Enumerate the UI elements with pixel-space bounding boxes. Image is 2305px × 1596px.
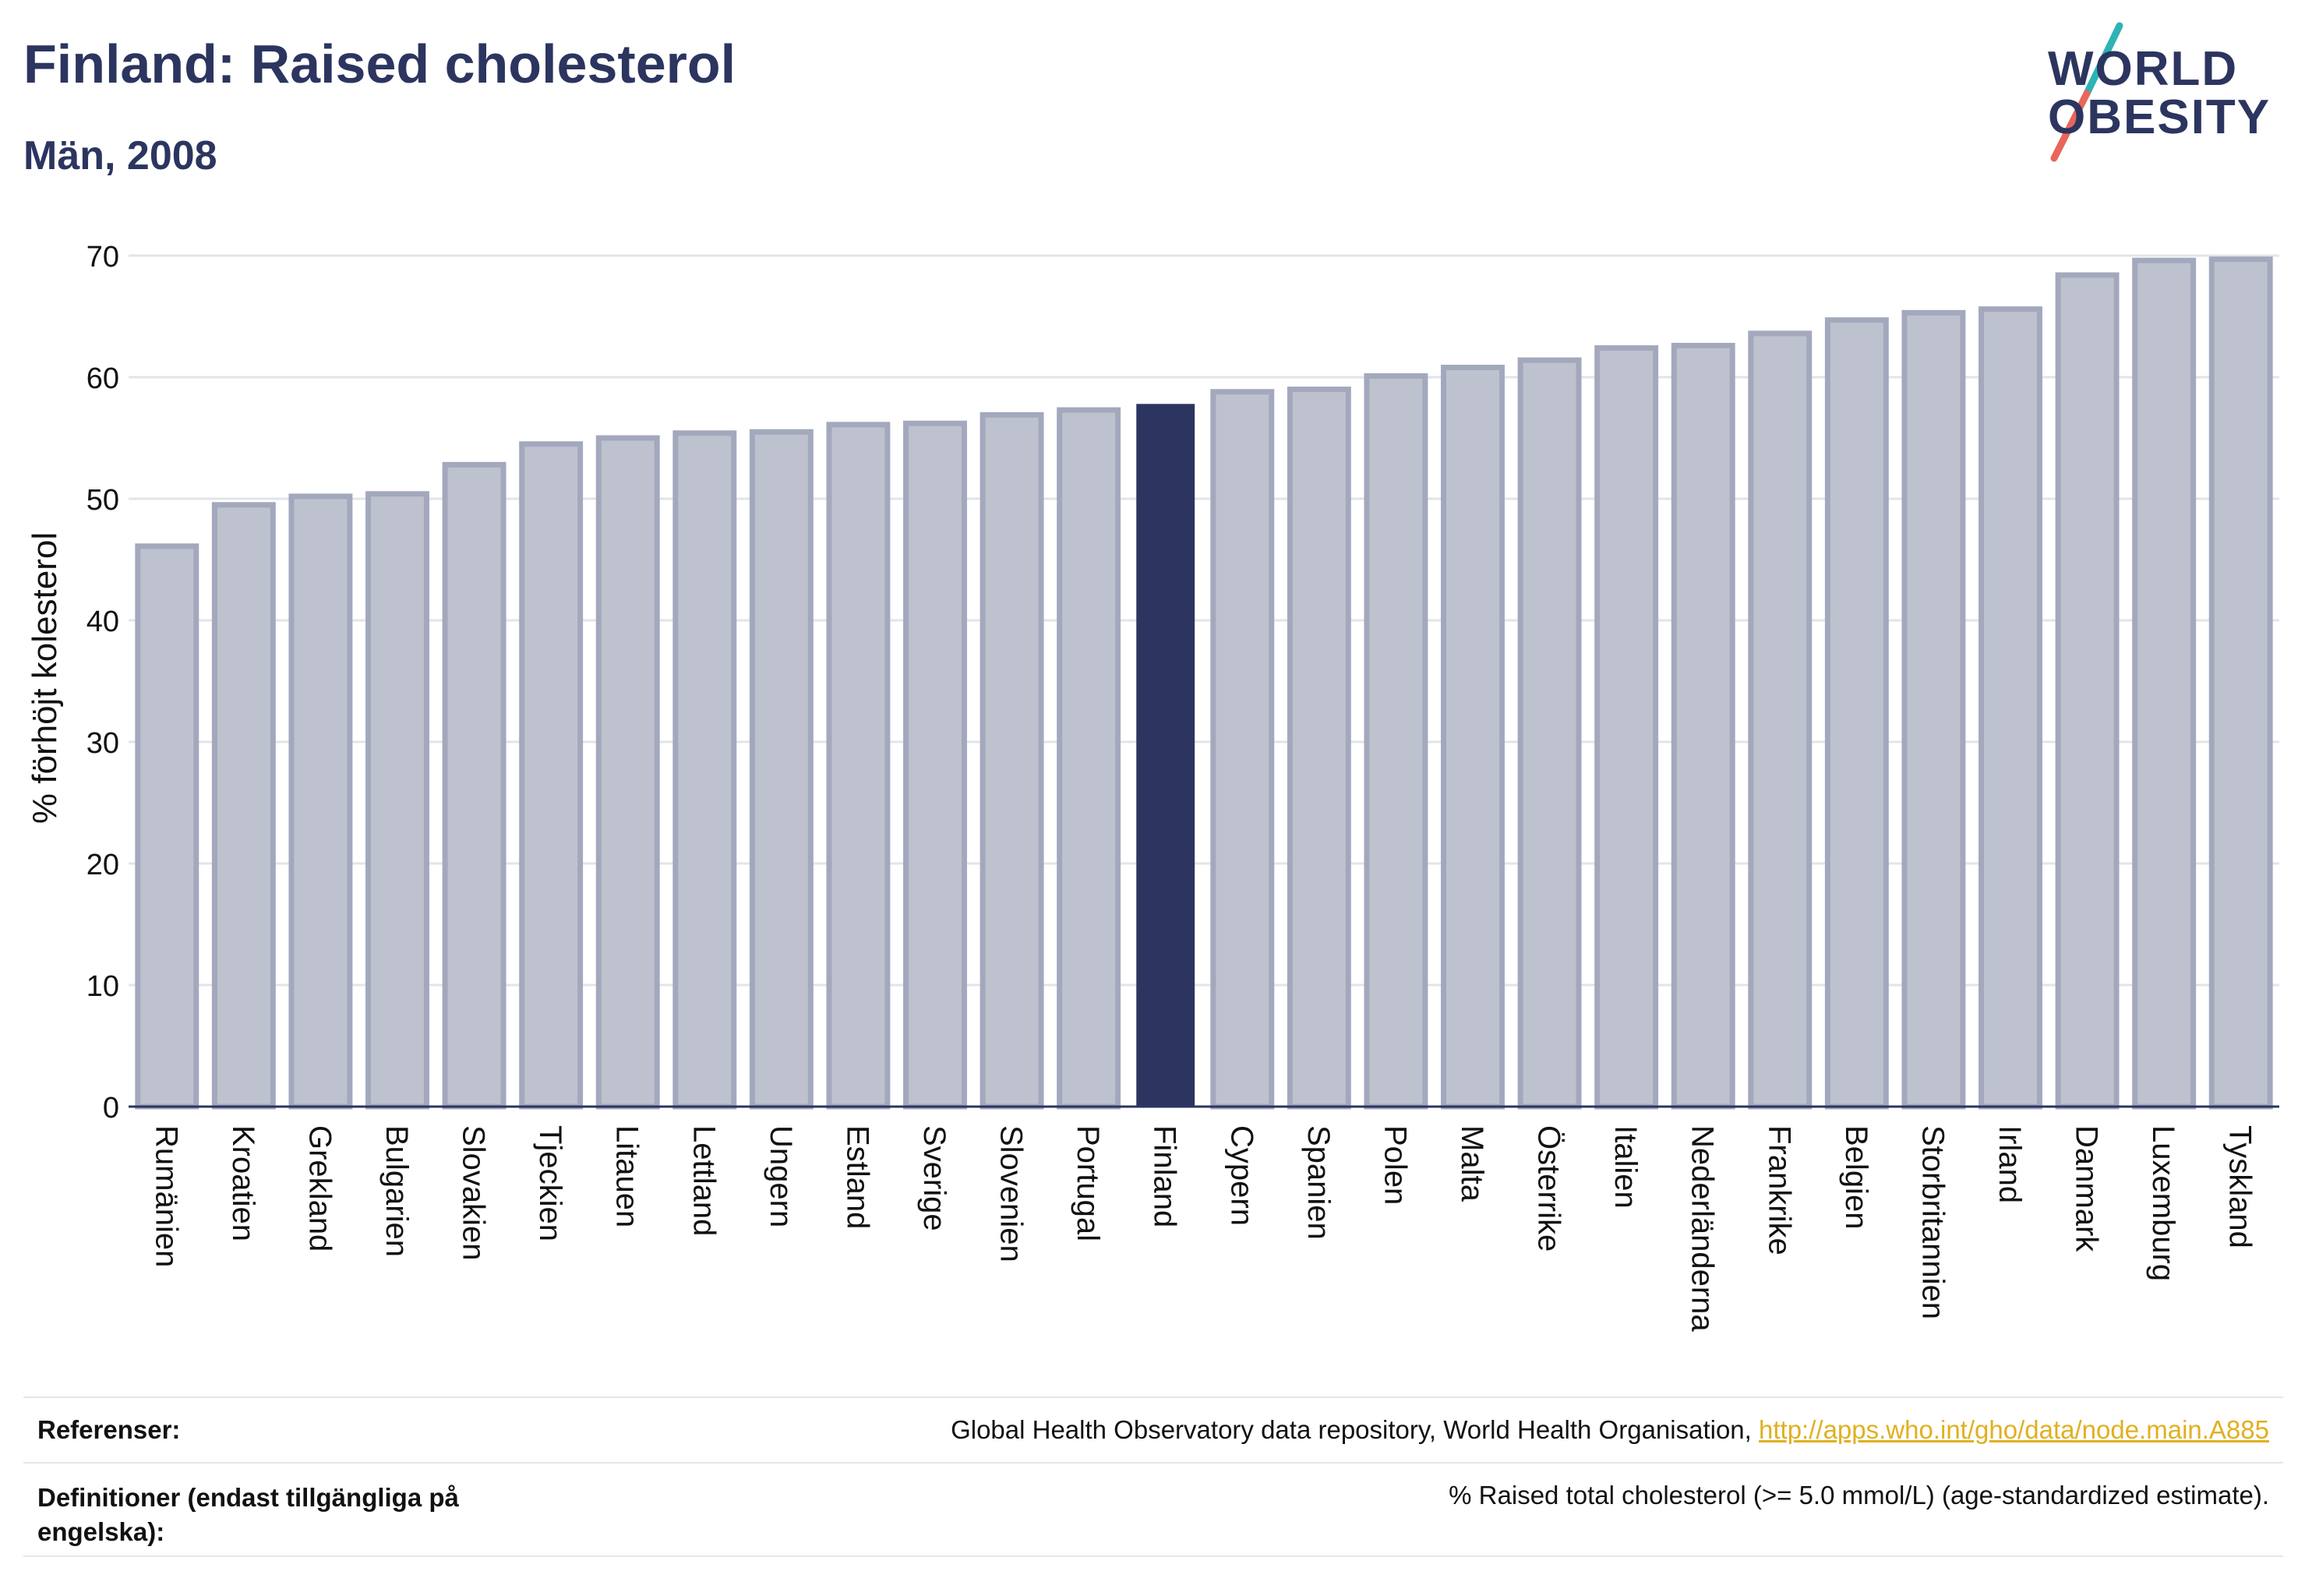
- chart-title: Finland: Raised cholesterol: [23, 34, 736, 94]
- x-tick-label: Grekland: [302, 1125, 337, 1252]
- definitions-label: Definitioner (endast tillgängliga på eng…: [37, 1483, 459, 1546]
- x-tick-label: Bulgarien: [379, 1125, 414, 1257]
- x-tick-label: Tyskland: [2223, 1125, 2257, 1248]
- x-tick-label: Tjeckien: [533, 1125, 567, 1241]
- x-tick-label: Lettland: [687, 1125, 721, 1236]
- bar: [2132, 257, 2197, 1110]
- x-tick-label: Rumänien: [149, 1125, 183, 1267]
- bar: [672, 430, 737, 1110]
- bar: [1057, 407, 1121, 1110]
- bar: [1824, 317, 1889, 1110]
- y-tick-label: 20: [86, 849, 119, 881]
- bar: [365, 491, 429, 1110]
- bar: [519, 441, 584, 1110]
- bar: [1517, 357, 1582, 1110]
- bar: [2208, 256, 2273, 1110]
- x-tick-label: Cypern: [1224, 1125, 1258, 1226]
- references-table: Referenser: Global Health Observatory da…: [23, 1396, 2283, 1557]
- bar: [826, 422, 891, 1110]
- references-text: Global Health Observatory data repositor…: [951, 1415, 1760, 1444]
- logo-text-world: WORLD: [2048, 42, 2239, 96]
- x-tick-label: Ungern: [764, 1125, 798, 1227]
- x-tick-label: Litauen: [610, 1125, 644, 1227]
- x-tick-label: Slovenien: [994, 1125, 1029, 1262]
- bar-highlight: [1136, 404, 1195, 1107]
- x-tick-label: Polen: [1378, 1125, 1412, 1205]
- references-link[interactable]: http://apps.who.int/gho/data/node.main.A…: [1759, 1415, 2269, 1444]
- logo-slash-icon: [2050, 22, 2123, 162]
- bar: [442, 461, 507, 1110]
- bar: [1671, 342, 1735, 1110]
- bar: [1441, 365, 1505, 1110]
- y-tick-label: 40: [86, 606, 119, 638]
- bar: [749, 429, 814, 1110]
- x-tick-label: Finland: [1148, 1125, 1182, 1227]
- bar: [1748, 330, 1813, 1110]
- x-tick-label: Belgien: [1839, 1125, 1873, 1229]
- y-tick-label: 30: [86, 727, 119, 760]
- world-obesity-logo: WORLD OBESITY: [2026, 19, 2291, 168]
- y-axis-label: % förhöjt kolesterol: [26, 532, 64, 824]
- logo-text-obesity: OBESITY: [2048, 90, 2271, 144]
- bar: [288, 493, 353, 1110]
- bar: [1594, 345, 1659, 1110]
- definitions-value: % Raised total cholesterol (>= 5.0 mmol/…: [1449, 1481, 2269, 1509]
- x-tick-label: Spanien: [1301, 1125, 1336, 1240]
- bar: [135, 543, 199, 1110]
- x-tick-label: Nederländerna: [1686, 1125, 1720, 1332]
- x-tick-label: Kroatien: [226, 1125, 260, 1241]
- chart-subtitle: Män, 2008: [23, 133, 217, 178]
- references-label: Referenser:: [37, 1415, 181, 1444]
- y-tick-label: 60: [86, 362, 119, 395]
- definitions-row: Definitioner (endast tillgängliga på eng…: [23, 1462, 2283, 1557]
- bar: [903, 420, 967, 1110]
- references-value: Global Health Observatory data repositor…: [951, 1415, 2269, 1445]
- bar: [1364, 373, 1428, 1110]
- x-tick-label: Sverige: [917, 1125, 951, 1231]
- bar: [1210, 389, 1275, 1110]
- bar: [1287, 387, 1351, 1110]
- x-tick-label: Österrike: [1532, 1125, 1566, 1252]
- x-tick-label: Storbritannien: [1915, 1125, 1950, 1319]
- x-tick-label: Estland: [840, 1125, 874, 1229]
- x-tick-label: Malta: [1455, 1125, 1489, 1202]
- x-tick-label: Luxemburg: [2146, 1125, 2180, 1281]
- x-tick-label: Portugal: [1071, 1125, 1105, 1241]
- bar: [980, 411, 1044, 1110]
- y-tick-label: 50: [86, 484, 119, 517]
- x-tick-label: Italien: [1608, 1125, 1643, 1209]
- y-tick-label: 70: [86, 241, 119, 274]
- bar-chart: 0 10 20 30 40 50 60 70 % förhöjt kolesterol Rumän…: [26, 241, 2279, 1332]
- x-tick-label: Slovakien: [457, 1125, 491, 1260]
- bar: [2055, 272, 2120, 1110]
- x-tick-label: Irland: [1993, 1125, 2027, 1203]
- y-tick-label: 10: [86, 970, 119, 1003]
- bar: [595, 435, 660, 1110]
- x-tick-label: Frankrike: [1762, 1125, 1796, 1255]
- references-row: Referenser: Global Health Observatory da…: [23, 1396, 2283, 1462]
- bar: [1978, 306, 2042, 1110]
- y-tick-label: 0: [103, 1092, 119, 1125]
- bar: [211, 502, 276, 1110]
- bar: [1901, 309, 1966, 1110]
- x-tick-label: Danmark: [2070, 1125, 2104, 1252]
